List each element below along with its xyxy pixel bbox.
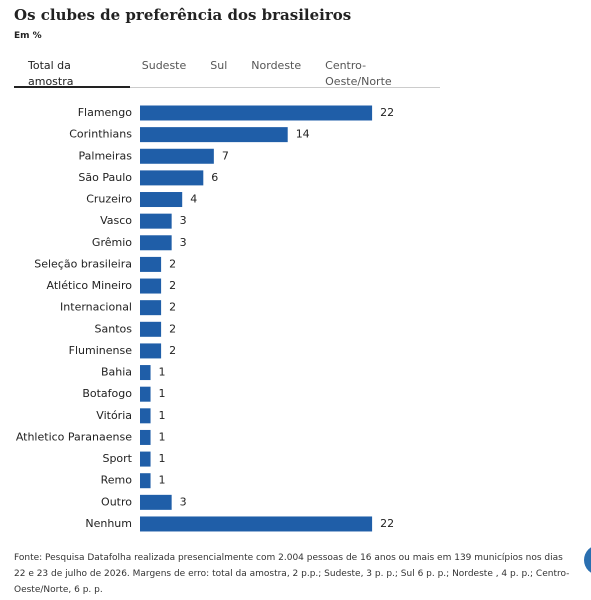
category-label: Fluminense [69,344,133,357]
bar [140,429,151,445]
category-label: Botafogo [82,387,132,400]
value-label: 22 [380,517,394,530]
value-label: 2 [169,279,176,292]
category-label: Internacional [60,301,132,314]
bar [140,408,151,424]
source-note: Fonte: Pesquisa Datafolha realizada pres… [14,553,570,595]
category-label: Nenhum [85,517,132,530]
category-label: Palmeiras [79,149,133,162]
category-label: Seleção brasileira [34,257,132,270]
value-label: 7 [222,149,229,162]
category-label: Vitória [96,409,132,422]
value-label: 1 [159,430,166,443]
category-label: Athletico Paranaense [16,430,132,443]
bar [140,321,162,337]
value-label: 3 [180,214,187,227]
category-label: Sport [102,452,132,465]
chart-subtitle: Em % [14,31,42,41]
tab-bar: Total da amostra Sudeste Sul Nordeste Centro… [14,58,440,88]
bar [140,213,172,229]
bar [140,105,373,121]
category-label: Grêmio [92,236,132,249]
tab[interactable]: Centro-Oeste/Norte [325,59,392,88]
bar [140,473,151,489]
bar [140,516,373,532]
value-label: 1 [159,409,166,422]
value-label: 2 [169,344,176,357]
bar [140,170,204,186]
bar [140,235,172,251]
tab[interactable]: Sudeste [141,59,187,72]
category-label: Cruzeiro [86,193,132,206]
value-label: 2 [169,322,176,335]
category-label: Vasco [100,214,132,227]
bar [140,343,162,359]
value-label: 2 [169,301,176,314]
value-label: 22 [380,106,394,119]
bar [140,451,151,467]
value-label: 1 [159,452,166,465]
bar [140,127,288,143]
category-label: Corinthians [69,128,132,141]
tab[interactable]: Total da amostra [14,58,130,88]
category-label: Santos [95,322,133,335]
value-label: 4 [190,193,197,206]
bar [140,365,151,381]
floating-button[interactable] [584,545,591,575]
bar [140,148,214,164]
category-label: São Paulo [78,171,132,184]
bar [140,278,162,294]
value-label: 14 [296,128,310,141]
value-label: 6 [211,171,218,184]
category-label: Flamengo [78,106,133,119]
bar [140,386,151,402]
bar [140,256,162,272]
category-label: Bahia [101,366,132,379]
tab[interactable]: Nordeste [251,59,302,72]
value-label: 2 [169,257,176,270]
value-label: 3 [180,236,187,249]
chart-title: Os clubes de preferência dos brasileiros [14,6,352,24]
value-label: 1 [159,366,166,379]
bar [140,494,172,510]
category-label: Outro [101,495,132,508]
bar [140,300,162,316]
value-label: 3 [180,495,187,508]
value-label: 1 [159,474,166,487]
category-label: Remo [101,474,133,487]
category-label: Atlético Mineiro [47,279,133,292]
bar [140,192,183,208]
value-label: 1 [159,387,166,400]
tab[interactable]: Sul [210,59,228,72]
